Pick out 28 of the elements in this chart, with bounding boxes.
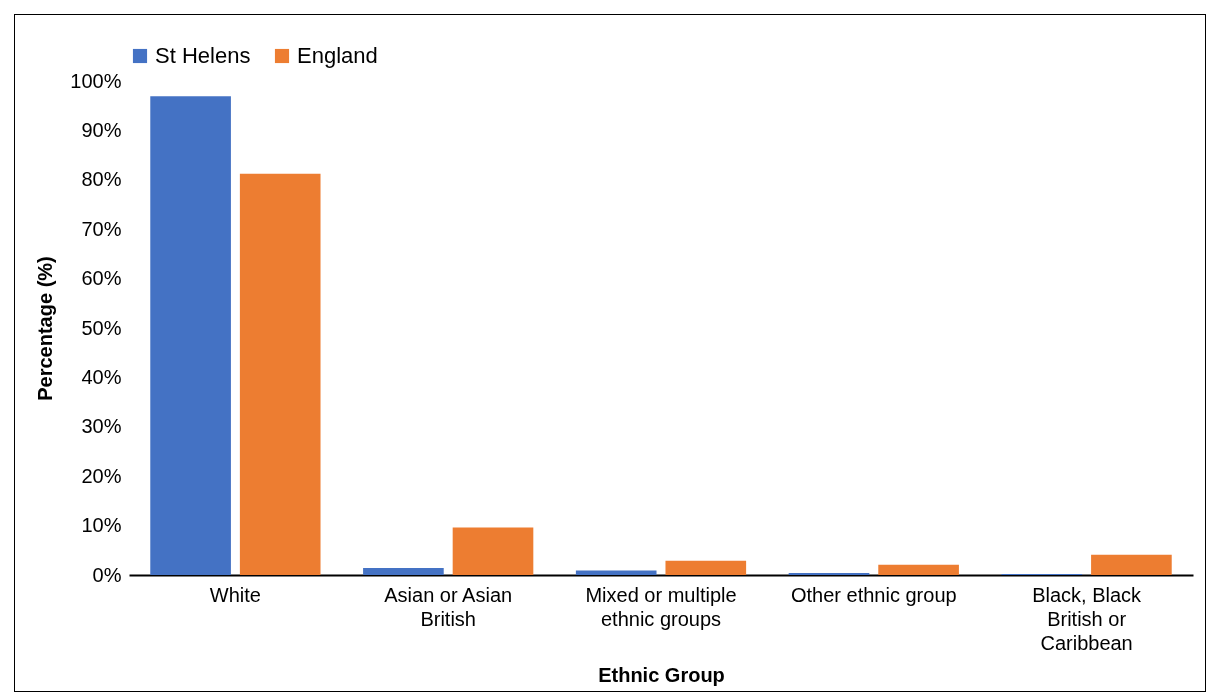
x-tick-label: Mixed or multiple ethnic groups: [585, 583, 737, 630]
y-tick-label: 90%: [81, 118, 122, 141]
x-tick-label: Asian or Asian British: [384, 583, 513, 630]
y-tick-label: 20%: [81, 464, 122, 487]
bar: [1091, 554, 1172, 575]
y-tick-label: 70%: [81, 217, 122, 240]
bar: [452, 527, 534, 575]
x-tick-label: Black, Black British or Caribbean: [1032, 583, 1143, 654]
bar: [239, 173, 321, 575]
y-tick-label: 50%: [81, 316, 122, 339]
y-axis-title: Percentage (%): [34, 256, 57, 401]
x-tick-label: Other ethnic group: [790, 583, 957, 606]
x-axis-title: Ethnic Group: [598, 663, 725, 686]
bar: [665, 560, 747, 575]
bar: [878, 564, 959, 575]
y-tick-label: 60%: [81, 267, 122, 290]
y-tick-label: 100%: [70, 69, 122, 92]
y-tick-label: 80%: [81, 168, 122, 191]
x-tick-label: White: [209, 583, 261, 606]
y-tick-label: 30%: [81, 415, 122, 438]
legend-label: England: [297, 43, 378, 68]
bar: [363, 568, 444, 575]
bar: [575, 570, 657, 575]
y-tick-label: 10%: [81, 514, 122, 537]
y-tick-label: 0%: [92, 563, 122, 586]
legend-label: St Helens: [155, 43, 251, 68]
y-tick-label: 40%: [81, 365, 122, 388]
bar: [150, 96, 231, 575]
